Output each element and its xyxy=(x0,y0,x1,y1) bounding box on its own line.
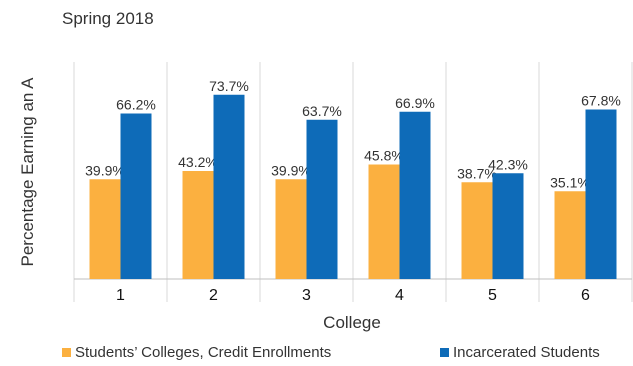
x-tick-label: 3 xyxy=(302,287,311,304)
data-label: 73.7% xyxy=(209,78,249,94)
legend-swatch xyxy=(62,348,71,357)
x-tick-label: 5 xyxy=(488,287,497,304)
bar-series-1 xyxy=(554,191,586,279)
data-label: 45.8% xyxy=(364,148,404,164)
x-tick-label: 1 xyxy=(116,287,125,304)
data-label: 42.3% xyxy=(488,156,528,172)
legend-label: Students’ Colleges, Credit Enrollments xyxy=(75,344,331,361)
data-label: 63.7% xyxy=(302,103,342,119)
legend-label: Incarcerated Students xyxy=(453,344,600,361)
bar-series-2 xyxy=(306,119,338,279)
plot-area: 39.9%66.2%143.2%73.7%239.9%63.7%345.8%66… xyxy=(73,62,633,304)
data-label: 39.9% xyxy=(85,162,125,178)
data-label: 39.9% xyxy=(271,162,311,178)
bar-series-1 xyxy=(275,179,307,279)
data-label: 66.9% xyxy=(395,95,435,111)
bar-series-1 xyxy=(368,164,400,279)
bar-series-2 xyxy=(399,111,431,279)
bar-series-2 xyxy=(213,94,245,279)
x-axis-label: College xyxy=(323,313,381,332)
data-label: 67.8% xyxy=(581,93,621,109)
data-label: 35.1% xyxy=(550,174,590,190)
bar-series-1 xyxy=(182,171,214,279)
x-tick-label: 2 xyxy=(209,287,218,304)
bar-series-2 xyxy=(492,173,524,279)
bar-series-2 xyxy=(585,109,617,279)
data-label: 43.2% xyxy=(178,154,218,170)
data-label: 38.7% xyxy=(457,165,497,181)
data-label: 66.2% xyxy=(116,97,156,113)
legend: Students’ Colleges, Credit Enrollments In… xyxy=(62,344,600,361)
chart-title: Spring 2018 xyxy=(62,9,154,28)
x-tick-label: 4 xyxy=(395,287,404,304)
bar-series-1 xyxy=(89,179,121,279)
legend-swatch xyxy=(440,348,449,357)
y-axis-label: Percentage Earning an A xyxy=(18,77,37,267)
bar-series-2 xyxy=(120,113,152,279)
bar-series-1 xyxy=(461,182,493,279)
x-tick-label: 6 xyxy=(581,287,590,304)
